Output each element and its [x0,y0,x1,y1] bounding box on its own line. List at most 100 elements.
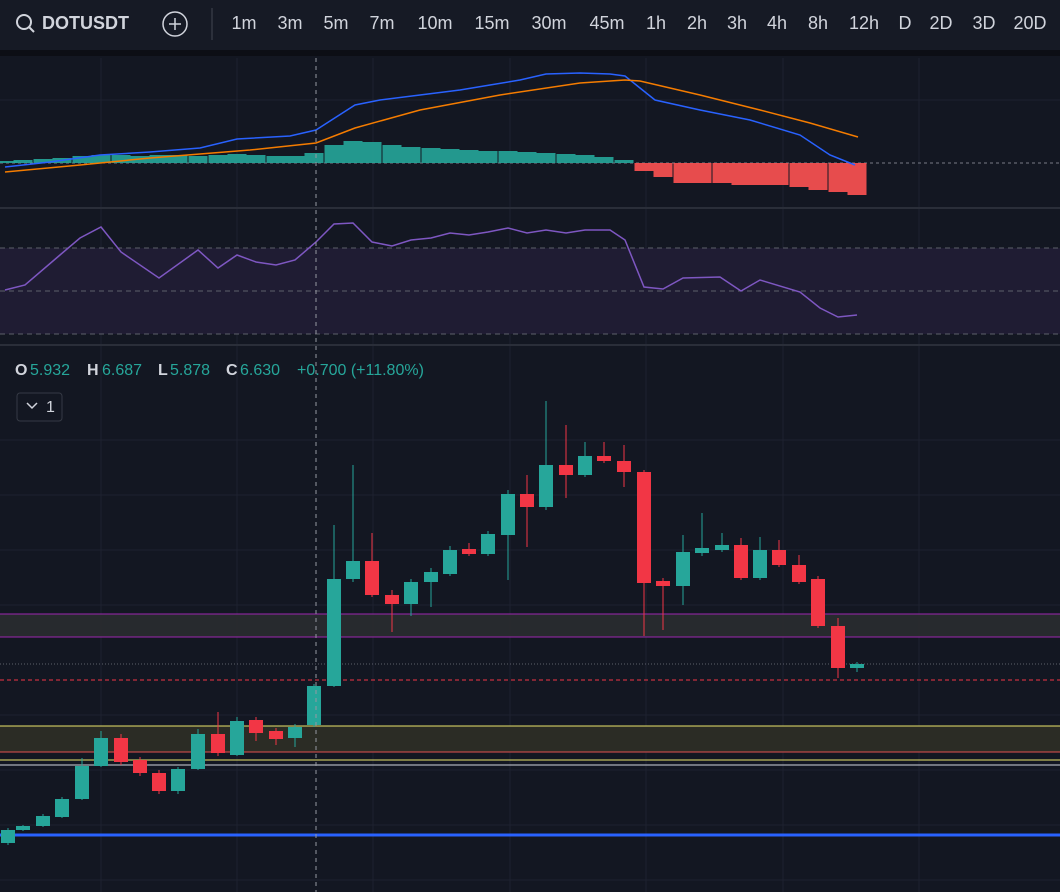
toolbar [0,0,1060,50]
legend-close-label: C [226,362,238,379]
interval-button[interactable]: 3h [727,13,747,33]
candle-body [230,721,244,755]
candle-body [481,534,495,554]
candle-body [269,731,283,739]
macd-bar [789,163,809,187]
candle-body [501,494,515,535]
toolbar-divider [0,50,1060,56]
interval-button[interactable]: 15m [474,13,509,33]
candle-body [75,766,89,799]
macd-bar [847,163,867,195]
macd-bar [91,155,111,163]
macd-bar [421,148,441,163]
macd-bar [168,155,188,163]
macd-bar [614,160,634,163]
interval-button[interactable]: 4h [767,13,787,33]
legend-open: 5.932 [30,362,70,379]
candle-body [462,549,476,554]
interval-button[interactable]: 7m [369,13,394,33]
candle-body [152,773,166,791]
macd-bar [478,151,498,163]
macd-line [4,72,856,168]
price-zones [0,613,1060,837]
interval-button[interactable]: 5m [323,13,348,33]
candle-body [36,816,50,826]
candle-body [191,734,205,769]
candle-body [424,572,438,582]
pane-count: 1 [46,399,55,416]
candle-body [385,595,399,604]
add-symbol-button[interactable] [162,11,188,37]
candle-body [792,565,806,582]
macd-bar [304,153,324,163]
rsi-pane [0,247,1060,335]
candle-body [211,734,225,753]
candle-body [307,686,321,725]
candle-body [365,561,379,595]
interval-button[interactable]: 12h [849,13,879,33]
candle-body [578,456,592,475]
signal-line [4,79,859,173]
candle-body [249,720,263,733]
candle-body [656,581,670,586]
macd-bar [0,161,18,163]
legend-high-label: H [87,362,99,379]
interval-button[interactable]: 45m [589,13,624,33]
symbol[interactable]: DOTUSDT [42,13,129,33]
legend-close: 6.630 [240,362,280,379]
macd-bar [362,142,382,163]
candle-body [346,561,360,579]
candle-body [850,664,864,668]
interval-button[interactable]: D [899,13,912,33]
macd-bar [227,154,247,163]
macd-bar [750,163,770,185]
interval-button[interactable]: 3m [277,13,302,33]
macd-bar [692,163,712,183]
interval-button[interactable]: 1h [646,13,666,33]
legend-high: 6.687 [102,362,142,379]
macd-bar [634,163,654,171]
legend-low: 5.878 [170,362,210,379]
candle-body [637,472,651,583]
interval-button[interactable]: 2h [687,13,707,33]
candle-body [94,738,108,766]
macd-bar [401,147,421,163]
pane-toggle[interactable]: 1 [16,392,63,422]
candle-body [1,830,15,843]
macd-bar [673,163,693,183]
macd-bar [285,156,305,163]
interval-button[interactable]: 10m [417,13,452,33]
candle-body [695,548,709,553]
interval-button[interactable]: 2D [929,13,952,33]
macd-bar [382,145,402,163]
macd-bar [343,141,363,163]
candle-body [617,461,631,472]
macd-bar [33,159,53,163]
search-icon[interactable] [16,14,35,33]
macd-bar [266,156,286,163]
interval-button[interactable]: 1m [231,13,256,33]
macd-bar [808,163,828,190]
candle-body [288,727,302,738]
ohlc-legend: O 5.932 H 6.687 L 5.878 C 6.630 +0.700 (+11.80%) [15,362,424,379]
interval-button[interactable]: 3D [972,13,995,33]
candle-body [133,760,147,773]
macd-bar [575,155,595,163]
candle-body [753,550,767,578]
candle-body [734,545,748,578]
candle-body [327,579,341,686]
macd-bar [246,155,266,163]
legend-change: +0.700 (+11.80%) [297,362,424,379]
macd-bar [111,155,131,163]
interval-button[interactable]: 30m [531,13,566,33]
candle-body [404,582,418,604]
macd-bar [188,156,208,163]
macd-bar [517,152,537,163]
macd-bar [828,163,848,192]
candle-body [55,799,69,817]
macd-bar [324,145,344,163]
interval-button[interactable]: 20D [1013,13,1046,33]
interval-button[interactable]: 8h [808,13,828,33]
